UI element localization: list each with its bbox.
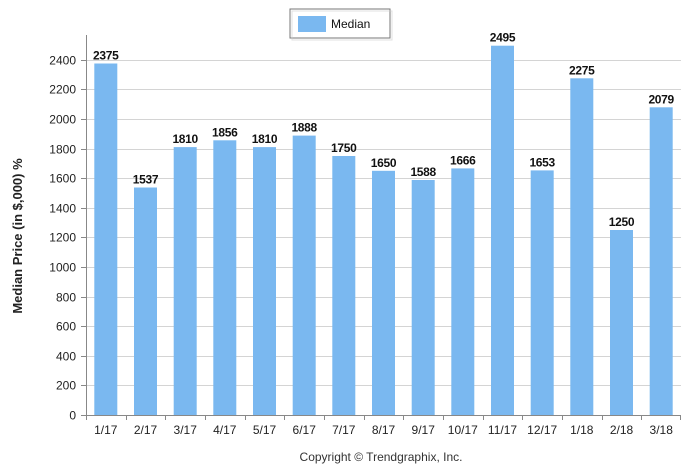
y-axis: 0 200 400 600 800 1000 1200 1400 1600 1800 2000 220… xyxy=(49,35,87,423)
x-tick-label: 2/17 xyxy=(134,423,158,437)
y-tick-label: 200 xyxy=(56,379,76,393)
x-tick-label: 5/17 xyxy=(253,423,277,437)
bar-4-17[interactable] xyxy=(213,140,237,416)
bar-2-18[interactable] xyxy=(610,230,633,415)
data-label: 1810 xyxy=(172,132,198,146)
y-tick-label: 1000 xyxy=(49,261,76,275)
data-label: 1250 xyxy=(609,215,635,229)
y-tick-label: 1400 xyxy=(49,202,76,216)
y-tick-label: 400 xyxy=(56,350,76,364)
data-label: 2375 xyxy=(93,49,119,63)
x-axis: 1/17 2/17 3/17 4/17 5/17 6/17 7/17 8/17 9/17 10/1… xyxy=(86,415,681,437)
copyright-footer: Copyright © Trendgraphix, Inc. xyxy=(300,450,463,464)
legend[interactable]: Median xyxy=(289,8,393,41)
data-label: 1888 xyxy=(291,121,317,135)
bar-9-17[interactable] xyxy=(411,180,435,415)
data-labels: 2375 1537 1810 1856 1810 1888 1750 1650 1588 1666… xyxy=(93,31,675,229)
data-label: 1810 xyxy=(252,132,278,146)
y-tick-label: 2200 xyxy=(49,83,76,97)
x-tick-label: 3/18 xyxy=(650,423,674,437)
data-label: 1666 xyxy=(450,153,476,167)
y-axis-title: Median Price (in $,000) % xyxy=(10,158,25,314)
y-tick-label: 1600 xyxy=(49,172,76,186)
x-tick-label: 4/17 xyxy=(213,423,237,437)
y-tick-label: 600 xyxy=(56,320,76,334)
y-tick-label: 2000 xyxy=(49,113,76,127)
bar-8-17[interactable] xyxy=(372,170,395,415)
data-label: 1653 xyxy=(529,155,555,169)
x-tick-label: 2/18 xyxy=(610,423,634,437)
x-tick-label: 12/17 xyxy=(527,423,557,437)
data-label: 2495 xyxy=(490,31,516,45)
x-tick-label: 11/17 xyxy=(488,423,517,437)
data-label: 1750 xyxy=(331,141,357,155)
bar-7-17[interactable] xyxy=(332,156,356,415)
bar-3-18[interactable] xyxy=(649,107,673,416)
x-tick-label: 1/17 xyxy=(94,423,118,437)
legend-label-median: Median xyxy=(331,17,370,31)
bars xyxy=(94,45,673,416)
x-tick-label: 6/17 xyxy=(293,423,317,437)
bar-1-18[interactable] xyxy=(570,78,594,416)
y-tick-label: 1200 xyxy=(49,231,76,245)
y-tick-label: 2400 xyxy=(49,54,76,68)
x-tick-label: 10/17 xyxy=(448,423,478,437)
y-tick-label: 1800 xyxy=(49,143,76,157)
x-tick-label: 7/17 xyxy=(332,423,356,437)
data-label: 1650 xyxy=(371,156,397,170)
data-label: 2275 xyxy=(569,63,595,77)
bar-11-17[interactable] xyxy=(491,45,514,415)
data-label: 1537 xyxy=(133,173,159,187)
x-tick-label: 8/17 xyxy=(372,423,396,437)
data-label: 1588 xyxy=(410,165,436,179)
data-label: 1856 xyxy=(212,125,238,139)
bar-3-17[interactable] xyxy=(173,147,197,415)
bar-6-17[interactable] xyxy=(292,135,316,415)
data-label: 2079 xyxy=(648,92,674,106)
bar-1-17[interactable] xyxy=(94,63,118,416)
y-tick-label: 800 xyxy=(56,291,76,305)
y-tick-label: 0 xyxy=(69,409,76,423)
bar-5-17[interactable] xyxy=(253,147,276,415)
x-tick-label: 9/17 xyxy=(412,423,436,437)
bar-2-17[interactable] xyxy=(134,187,157,416)
bar-10-17[interactable] xyxy=(451,168,475,415)
bar-12-17[interactable] xyxy=(530,170,554,415)
legend-swatch-median xyxy=(298,16,326,32)
x-tick-label: 1/18 xyxy=(570,423,594,437)
x-tick-label: 3/17 xyxy=(174,423,198,437)
